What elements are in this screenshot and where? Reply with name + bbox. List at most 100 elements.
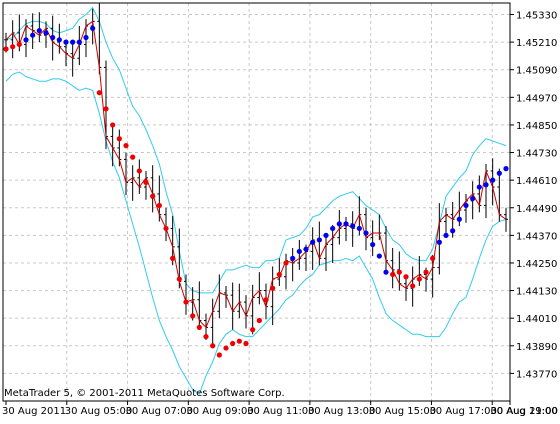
x-tick-label: 30 Aug 19:00 [490,406,557,417]
indicator-dot-up [376,253,382,259]
y-tick-label: 1.44850 [516,121,557,132]
indicator-dot-down [410,283,416,289]
indicator-dot-up [450,228,456,234]
indicator-dot-down [3,46,9,52]
indicator-dot-down [10,44,16,50]
y-tick-label: 1.45210 [516,38,557,49]
axes: 1.45330 1.45210 1.45090 1.44970 1.44850 1.447… [2,2,558,417]
indicator-dot-down [103,106,109,112]
indicator-dot-down [130,154,136,160]
indicator-dot-up [343,221,349,227]
indicator-dot-down [243,340,249,347]
x-tick-label: 30 Aug 07:00 [126,406,193,417]
x-tick-label: 30 Aug 17:00 [429,406,496,417]
x-tick-label: 30 Aug 15:00 [369,406,436,417]
indicator-dot-down [223,345,229,351]
indicator-dot-down [183,299,189,305]
indicator-dot-down [270,285,276,291]
indicator-dot-down [390,271,396,278]
indicator-dot-up [443,232,449,238]
y-tick-label: 1.43770 [516,369,557,380]
indicator-dot-down [423,269,429,275]
indicator-dot-down [403,274,409,280]
indicator-dot-up [56,37,62,43]
indicator-dot-up [490,177,496,183]
indicator-dot-up [336,221,342,227]
indicator-dot-down [230,340,236,347]
indicator-dot-up [310,239,316,245]
price-line [5,20,507,329]
indicator-dot-down [203,333,209,340]
y-tick-label: 1.44370 [516,231,557,242]
indicator-dot-up [496,170,502,176]
indicator-dot-down [416,276,422,282]
y-tick-label: 1.43890 [516,342,557,353]
y-tick-label: 1.44010 [516,314,557,325]
indicator-dot-down [216,352,222,358]
indicator-dot-up [483,182,489,188]
indicator-dot-down [430,255,436,261]
indicator-dot-down [263,297,269,303]
indicator-dot-down [163,225,169,232]
indicator-dot-up [370,241,376,248]
indicator-dot-up [503,166,509,172]
indicator-dot-up [470,195,476,202]
indicator-dot-up [436,239,442,245]
indicator-dot-down [250,327,256,333]
band-upper-line [5,6,507,294]
grid [3,3,510,401]
indicator-dot-up [30,32,36,38]
indicator-dot-up [90,25,96,31]
indicator-dot-down [396,269,402,275]
indicator-dot-down [116,136,122,142]
indicator-dot-up [76,39,82,45]
indicator-dot-down [16,41,22,48]
y-tick-label: 1.44730 [516,149,557,160]
indicator-dot-down [136,168,142,174]
x-tick-label: 30 Aug 2011 [2,406,66,417]
indicator-dot-up [83,34,89,41]
indicator-dot-up [70,39,76,45]
indicator-dot-up [36,28,42,34]
bands [5,6,507,395]
indicator-dot-up [296,248,302,255]
footer-copyright: MetaTrader 5, © 2001-2011 MetaQuotes Sof… [4,388,285,399]
indicator-dot-down [190,313,196,319]
indicator-dot-up [463,202,469,209]
y-tick-label: 1.44130 [516,287,557,298]
indicator-dot-up [290,255,296,261]
x-tick-label: 30 Aug 05:00 [65,406,132,417]
indicator-dot-down [236,338,242,344]
indicator-dot-down [123,143,129,149]
indicator-dot-up [63,39,69,45]
indicator-dot-up [383,269,389,275]
y-tick-label: 1.44610 [516,176,557,187]
indicator-dot-down [143,179,149,186]
indicator-dot-up [303,246,309,252]
indicator-dot-up [43,30,49,36]
band-lower-line [5,71,507,395]
indicator-dot-up [330,225,336,232]
indicator-dot-down [170,255,176,261]
indicator-dot-up [50,34,56,41]
y-tick-label: 1.44970 [516,93,557,104]
price-line-layer [5,20,507,329]
indicator-dot-down [156,202,162,209]
x-tick-label: 30 Aug 11:00 [247,406,314,417]
y-tick-label: 1.45330 [516,11,557,22]
indicator-dot-up [356,225,362,232]
indicator-dot-down [110,122,116,128]
x-tick-label: 30 Aug 09:00 [186,406,253,417]
indicator-dot-up [323,232,329,238]
indicator-dot-up [350,223,356,229]
x-tick-label: 30 Aug 21:00 [491,406,558,417]
indicator-dot-down [150,193,156,199]
indicator-dot-down [276,271,282,278]
y-tick-label: 1.45090 [516,66,557,77]
indicator-dot-down [256,317,262,324]
indicator-dot-down [283,260,289,266]
plot-frame [2,2,511,402]
y-tick-label: 1.44490 [516,204,557,215]
